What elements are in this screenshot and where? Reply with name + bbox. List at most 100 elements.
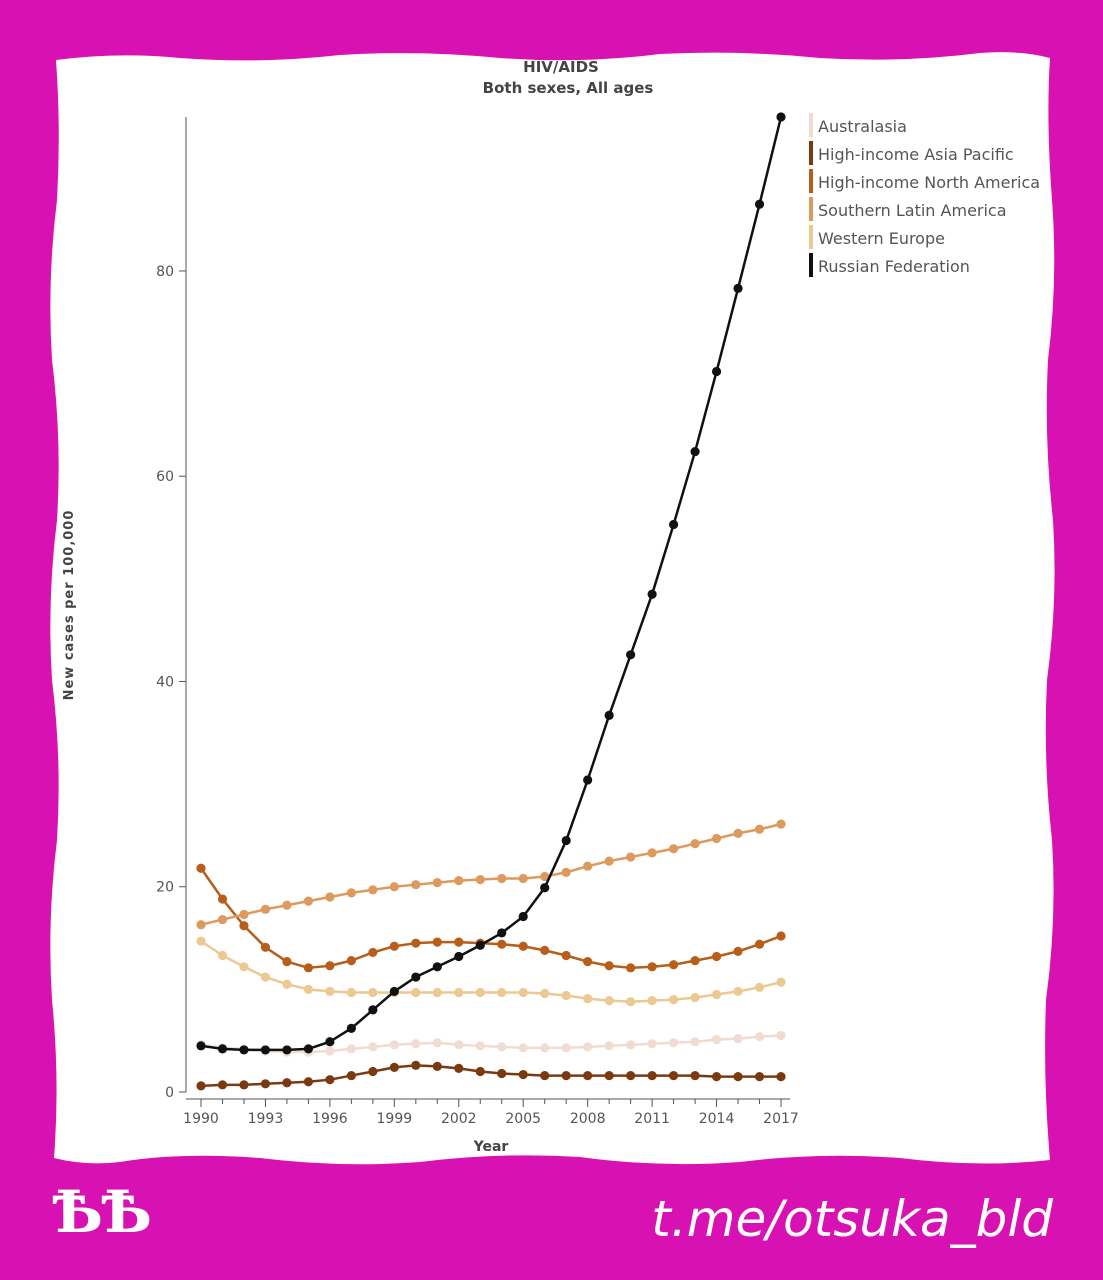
data-point[interactable]	[604, 856, 614, 866]
data-point[interactable]	[325, 892, 335, 902]
data-point[interactable]	[647, 962, 657, 972]
data-point[interactable]	[561, 950, 571, 961]
data-point[interactable]	[690, 956, 700, 966]
data-point[interactable]	[733, 1034, 743, 1044]
data-point[interactable]	[432, 1061, 442, 1071]
data-point[interactable]	[776, 1030, 786, 1041]
data-point[interactable]	[647, 589, 657, 599]
legend-label[interactable]: Western Europe	[818, 229, 945, 248]
legend-label[interactable]: Australasia	[818, 117, 907, 136]
data-point[interactable]	[690, 446, 700, 457]
data-point[interactable]	[604, 996, 614, 1006]
data-point[interactable]	[561, 990, 571, 1001]
data-point[interactable]	[497, 873, 507, 884]
data-point[interactable]	[411, 1039, 421, 1049]
data-point[interactable]	[303, 1044, 314, 1054]
data-point[interactable]	[518, 941, 528, 951]
data-point[interactable]	[561, 1043, 571, 1053]
data-point[interactable]	[754, 824, 765, 834]
data-point[interactable]	[518, 987, 528, 998]
data-point[interactable]	[497, 928, 507, 938]
data-point[interactable]	[239, 1045, 249, 1055]
data-point[interactable]	[475, 940, 485, 950]
data-point[interactable]	[454, 1040, 464, 1050]
data-point[interactable]	[196, 1081, 206, 1091]
data-point[interactable]	[540, 1043, 550, 1053]
data-point[interactable]	[540, 988, 550, 999]
data-point[interactable]	[260, 972, 271, 982]
data-point[interactable]	[346, 1023, 356, 1033]
data-point[interactable]	[711, 366, 722, 377]
data-point[interactable]	[626, 1040, 636, 1050]
data-point[interactable]	[432, 987, 442, 998]
data-point[interactable]	[776, 977, 786, 987]
data-point[interactable]	[540, 945, 550, 955]
data-point[interactable]	[196, 936, 206, 946]
data-point[interactable]	[668, 1070, 679, 1081]
data-point[interactable]	[754, 1031, 765, 1042]
data-point[interactable]	[454, 1063, 464, 1073]
data-point[interactable]	[303, 896, 314, 906]
data-point[interactable]	[518, 1043, 528, 1053]
data-point[interactable]	[432, 937, 442, 947]
data-point[interactable]	[282, 900, 292, 910]
data-point[interactable]	[776, 819, 786, 829]
data-point[interactable]	[583, 1042, 593, 1052]
data-point[interactable]	[733, 828, 743, 838]
data-point[interactable]	[518, 1069, 528, 1080]
data-point[interactable]	[239, 962, 249, 972]
data-point[interactable]	[411, 880, 421, 890]
data-point[interactable]	[668, 844, 679, 854]
data-point[interactable]	[561, 1070, 571, 1081]
data-point[interactable]	[733, 283, 743, 293]
data-point[interactable]	[754, 939, 765, 949]
data-point[interactable]	[583, 994, 593, 1004]
data-point[interactable]	[217, 894, 228, 904]
data-point[interactable]	[389, 1040, 399, 1050]
data-point[interactable]	[540, 871, 550, 882]
data-point[interactable]	[411, 972, 421, 982]
data-point[interactable]	[282, 1045, 292, 1055]
data-point[interactable]	[776, 1072, 786, 1082]
data-point[interactable]	[260, 1045, 271, 1055]
data-point[interactable]	[540, 883, 550, 893]
data-point[interactable]	[647, 1070, 657, 1081]
data-point[interactable]	[475, 1041, 485, 1051]
legend-label[interactable]: Russian Federation	[818, 257, 970, 276]
data-point[interactable]	[690, 839, 700, 849]
data-point[interactable]	[540, 1070, 550, 1081]
data-point[interactable]	[346, 1070, 356, 1081]
data-point[interactable]	[411, 1060, 421, 1070]
data-point[interactable]	[239, 921, 249, 931]
data-point[interactable]	[626, 650, 636, 660]
legend-label[interactable]: High-income North America	[818, 173, 1040, 192]
data-point[interactable]	[690, 1070, 700, 1081]
data-point[interactable]	[454, 937, 464, 947]
data-point[interactable]	[346, 888, 356, 898]
data-point[interactable]	[196, 920, 206, 930]
data-point[interactable]	[475, 874, 485, 885]
data-point[interactable]	[325, 1046, 335, 1056]
data-point[interactable]	[626, 997, 636, 1007]
data-point[interactable]	[561, 867, 571, 877]
data-point[interactable]	[604, 1070, 614, 1081]
data-point[interactable]	[217, 950, 228, 961]
data-point[interactable]	[583, 861, 593, 871]
data-point[interactable]	[711, 1035, 722, 1045]
data-point[interactable]	[497, 1068, 507, 1079]
data-point[interactable]	[626, 852, 636, 862]
data-point[interactable]	[368, 1005, 378, 1015]
data-point[interactable]	[325, 986, 335, 997]
data-point[interactable]	[754, 199, 765, 209]
data-point[interactable]	[217, 1080, 228, 1090]
data-point[interactable]	[497, 1042, 507, 1052]
legend-label[interactable]: High-income Asia Pacific	[818, 145, 1014, 164]
data-point[interactable]	[604, 1041, 614, 1051]
data-point[interactable]	[282, 979, 292, 989]
data-point[interactable]	[733, 1072, 743, 1082]
data-point[interactable]	[733, 986, 743, 997]
data-point[interactable]	[604, 961, 614, 971]
data-point[interactable]	[583, 775, 593, 785]
data-point[interactable]	[432, 878, 442, 888]
data-point[interactable]	[733, 946, 743, 956]
